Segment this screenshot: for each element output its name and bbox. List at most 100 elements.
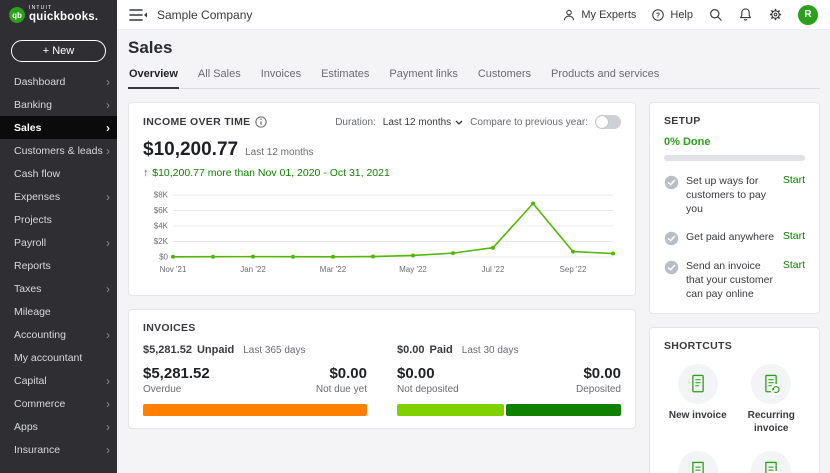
- sidebar-item-label: Apps: [14, 420, 38, 433]
- shortcuts-header-label: SHORTCUTS: [664, 340, 733, 353]
- chart-data-point[interactable]: [451, 251, 455, 256]
- help-button[interactable]: ? Help: [651, 8, 693, 22]
- up-arrow-icon: ↑: [143, 167, 149, 179]
- paid-amount: $0.00: [397, 344, 425, 356]
- chart-data-point[interactable]: [291, 254, 295, 259]
- chevron-right-icon: ›: [106, 235, 110, 250]
- topbar: Sample Company My Experts ? Help R: [117, 0, 830, 30]
- person-icon: [562, 8, 576, 22]
- company-name[interactable]: Sample Company: [157, 7, 253, 22]
- paid-label: Paid: [429, 344, 453, 356]
- chart-data-point[interactable]: [491, 245, 495, 250]
- bar-segment: [143, 404, 367, 416]
- bar-segment: [397, 404, 504, 416]
- sidebar-item-projects[interactable]: Projects: [0, 208, 117, 231]
- sidebar-item-my-accountant[interactable]: My accountant: [0, 346, 117, 369]
- duration-select[interactable]: Last 12 months: [383, 117, 463, 128]
- check-circle-icon: [664, 231, 679, 245]
- avatar[interactable]: R: [798, 4, 818, 25]
- new-button[interactable]: + New: [11, 40, 106, 62]
- sidebar-item-label: Customers & leads: [14, 144, 103, 157]
- chart-data-point[interactable]: [211, 254, 215, 259]
- sidebar-item-taxes[interactable]: Taxes ›: [0, 277, 117, 300]
- income-controls: Duration: Last 12 months Compare to prev…: [335, 115, 621, 129]
- sidebar-item-customers-leads[interactable]: Customers & leads ›: [0, 139, 117, 162]
- setup-header-label: SETUP: [664, 115, 701, 127]
- unpaid-bar[interactable]: [143, 404, 367, 416]
- chart-data-point[interactable]: [411, 253, 415, 258]
- chevron-down-icon: [455, 117, 463, 128]
- chart-data-point[interactable]: [531, 201, 535, 206]
- chevron-right-icon: ›: [106, 419, 110, 434]
- intuit-wordmark: INTUIT: [29, 5, 53, 12]
- sidebar-item-capital[interactable]: Capital ›: [0, 369, 117, 392]
- tab-all-sales[interactable]: All Sales: [197, 68, 241, 80]
- svg-text:$4K: $4K: [154, 222, 169, 231]
- tab-invoices[interactable]: Invoices: [260, 68, 302, 80]
- duration-label: Duration:: [335, 116, 376, 128]
- info-icon[interactable]: [255, 116, 268, 128]
- compare-toggle[interactable]: [595, 115, 621, 129]
- check-circle-icon: [664, 175, 679, 190]
- tab-payment-links[interactable]: Payment links: [389, 68, 458, 80]
- not-deposited-amount: $0.00: [397, 365, 435, 382]
- shortcut-new-sale[interactable]: New sale: [664, 451, 732, 473]
- tab-estimates[interactable]: Estimates: [321, 68, 370, 80]
- chevron-right-icon: ›: [106, 281, 110, 296]
- chart-data-point[interactable]: [611, 251, 615, 256]
- chart-data-point[interactable]: [171, 254, 175, 259]
- overdue-stat: $5,281.52 Overdue: [143, 365, 210, 395]
- unpaid-amount: $5,281.52: [143, 344, 192, 356]
- help-label: Help: [670, 8, 693, 21]
- tab-customers[interactable]: Customers: [477, 68, 532, 80]
- sidebar-item-banking[interactable]: Banking ›: [0, 93, 117, 116]
- sidebar-item-apps[interactable]: Apps ›: [0, 415, 117, 438]
- sidebar-item-sales[interactable]: Sales ›: [0, 116, 117, 139]
- shortcuts-card: SHORTCUTS New invoice Recurring invoice Ne…: [649, 327, 820, 473]
- setup-start-link[interactable]: Start: [782, 174, 805, 186]
- search-icon[interactable]: [708, 7, 723, 22]
- chart-data-point[interactable]: [571, 249, 575, 254]
- sidebar-item-cash-flow[interactable]: Cash flow: [0, 162, 117, 185]
- sidebar-item-reports[interactable]: Reports: [0, 254, 117, 277]
- shortcut-new-invoice[interactable]: New invoice: [664, 364, 732, 435]
- shortcut-recurring-sale[interactable]: Recurring sale: [738, 451, 806, 473]
- sidebar-item-dashboard[interactable]: Dashboard ›: [0, 70, 117, 93]
- sidebar-item-payroll[interactable]: Payroll ›: [0, 231, 117, 254]
- chevron-right-icon: ›: [106, 143, 110, 158]
- svg-text:$2K: $2K: [154, 237, 169, 246]
- settings-gear-icon[interactable]: [768, 7, 783, 22]
- sidebar-item-accounting[interactable]: Accounting ›: [0, 323, 117, 346]
- hamburger-menu-icon[interactable]: [129, 8, 147, 21]
- not-due-stat: $0.00 Not due yet: [316, 365, 367, 395]
- chevron-right-icon: ›: [106, 373, 110, 388]
- setup-start-link[interactable]: Start: [782, 258, 805, 271]
- shortcut-label: Recurring invoice: [747, 410, 795, 434]
- sidebar-item-label: Cash flow: [14, 167, 61, 180]
- deposited-label: Deposited: [575, 384, 621, 395]
- page-title: Sales: [128, 38, 173, 57]
- sidebar-item-insurance[interactable]: Insurance ›: [0, 438, 117, 461]
- invoices-card: INVOICES $5,281.52 Unpaid Last 365 days …: [128, 309, 636, 429]
- sidebar-item-mileage[interactable]: Mileage: [0, 300, 117, 323]
- right-column: SETUP 0% Done Set up ways for customers …: [649, 102, 820, 473]
- sidebar-item-label: Banking: [14, 98, 52, 111]
- shortcut-recurring-invoice[interactable]: Recurring invoice: [738, 364, 806, 435]
- setup-start-link[interactable]: Start: [782, 229, 805, 242]
- tab-overview[interactable]: Overview: [128, 68, 179, 89]
- income-total: $10,200.77 Last 12 months: [143, 139, 621, 161]
- notifications-bell-icon[interactable]: [738, 7, 753, 22]
- my-experts-button[interactable]: My Experts: [562, 8, 636, 22]
- chart-data-point[interactable]: [371, 254, 375, 259]
- sidebar-item-label: Projects: [14, 213, 52, 226]
- tab-products-and-services[interactable]: Products and services: [551, 68, 660, 80]
- income-delta-text: $10,200.77 more than Nov 01, 2020 - Oct …: [152, 167, 390, 179]
- not-deposited-label: Not deposited: [397, 384, 459, 395]
- chart-data-point[interactable]: [251, 254, 255, 259]
- sidebar-item-commerce[interactable]: Commerce ›: [0, 392, 117, 415]
- setup-task-text: Send an invoice that your customer can p…: [686, 259, 773, 300]
- paid-bar[interactable]: [397, 404, 621, 416]
- sidebar-item-expenses[interactable]: Expenses ›: [0, 185, 117, 208]
- chevron-right-icon: ›: [106, 442, 110, 457]
- chart-data-point[interactable]: [331, 254, 335, 259]
